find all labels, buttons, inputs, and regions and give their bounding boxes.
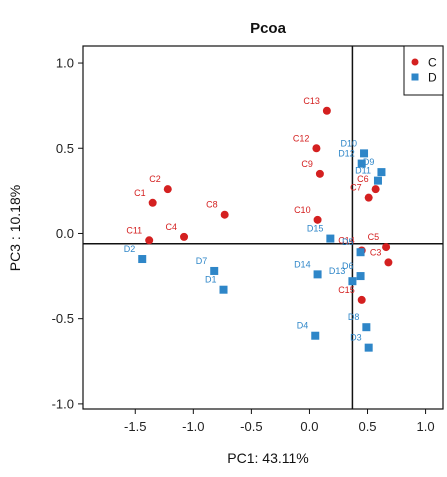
legend-marker-d [411,73,419,81]
point-d10 [360,149,369,158]
point-d9 [377,168,386,177]
point-c5 [382,243,391,252]
point-d5 [356,248,365,257]
x-axis-label: PC1: 43.11% [227,450,308,466]
point-c11 [145,236,154,245]
point-label-d1: D1 [205,275,217,285]
point-d8 [362,323,371,332]
point-label-d7: D7 [196,256,208,266]
point-c2 [163,185,172,194]
point-c1 [148,198,157,207]
point-d15 [326,234,335,243]
point-label-c2: C2 [149,174,161,184]
legend-marker-c [411,58,419,66]
point-label-c14: C14 [338,236,355,246]
point-label-c4: C4 [166,222,178,232]
point-c12 [312,144,321,153]
point-c10 [313,215,322,224]
point-label-d8: D8 [348,312,360,322]
point-d6 [356,272,365,281]
point-c7 [364,193,373,202]
point-label-c8: C8 [206,200,218,210]
x-tick-label: -0.5 [240,419,262,434]
point-label-d10: D10 [341,138,358,148]
y-tick-label: 1.0 [56,56,74,71]
point-c9 [315,169,324,178]
legend-label-d: D [428,71,437,85]
point-label-d2: D2 [124,244,136,254]
point-c13 [322,106,331,115]
point-label-c6: C6 [357,174,369,184]
point-label-c11: C11 [126,225,142,235]
point-c4 [180,232,189,241]
point-label-c5: C5 [368,232,380,242]
point-label-c10: C10 [294,205,311,215]
chart-title: Pcoa [250,20,287,37]
point-d14 [313,270,322,279]
point-label-d9: D9 [363,157,375,167]
point-label-c13: C13 [303,96,320,106]
point-d12 [357,159,366,168]
y-axis-label: PC3 : 10.18% [7,185,23,271]
y-tick-label: 0.0 [56,226,74,241]
plot-frame [82,45,444,410]
point-d11 [373,176,382,185]
point-label-d11: D11 [355,166,371,176]
point-label-c7: C7 [350,183,362,193]
point-label-d3: D3 [350,333,362,343]
y-tick-label: -0.5 [52,311,74,326]
legend-box [403,45,444,96]
point-c15 [357,295,366,304]
point-d3 [364,343,373,352]
x-tick-label: 1.0 [417,419,435,434]
point-d4 [311,331,320,340]
point-d2 [138,255,147,264]
point-label-d5: D5 [342,237,354,247]
point-label-c9: C9 [301,159,313,169]
y-tick-label: -1.0 [52,396,74,411]
point-label-c15: C15 [338,285,355,295]
point-label-d13: D13 [329,266,346,276]
x-tick-label: -1.0 [182,419,204,434]
point-c8 [220,210,229,219]
point-label-d15: D15 [307,224,324,234]
point-label-c12: C12 [293,133,310,143]
point-label-d4: D4 [297,321,309,331]
point-label-c1: C1 [134,188,146,198]
point-c3 [384,258,393,267]
x-tick-label: 0.0 [300,419,318,434]
point-d1 [219,285,228,294]
legend-label-c: C [428,56,437,70]
legend: CD [403,45,444,96]
x-tick-label: -1.5 [124,419,146,434]
x-tick-label: 0.5 [358,419,376,434]
point-c6 [371,185,380,194]
point-label-c3: C3 [370,247,382,257]
point-label-d14: D14 [294,259,311,269]
point-label-d12: D12 [338,149,355,159]
point-d13 [348,277,357,286]
point-d7 [210,266,219,275]
y-tick-label: 0.5 [56,141,74,156]
point-label-d6: D6 [342,261,354,271]
